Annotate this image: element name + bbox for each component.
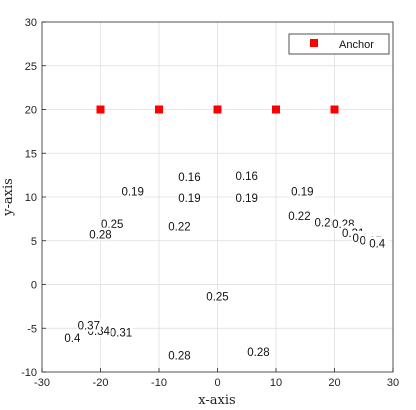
contour-label: 0.16 (178, 172, 200, 184)
contour-label-background (60, 330, 85, 344)
contour-label-background (365, 236, 390, 250)
y-tick-label: 5 (31, 236, 37, 248)
contour-labels: 0.16 0.160.190.19 0.190.190.220.220.250.25… (60, 168, 390, 362)
y-axis-label: y-axis (1, 178, 16, 217)
anchor-marker (155, 105, 163, 114)
contour-label-background (108, 325, 133, 339)
contour-label-background (246, 344, 271, 358)
contour-label: 0.19 (178, 193, 200, 205)
contour-label: 0.37 (78, 321, 100, 333)
anchor-markers (96, 105, 339, 114)
y-tick-label: 0 (31, 280, 37, 292)
contour-label-background (76, 318, 101, 332)
x-tick-label: -20 (93, 377, 109, 389)
axis-ticks: -30 -20 -10 0 10 20 30 -10 -5 0 5 10 15 20 25 30 (21, 17, 399, 389)
y-tick-label: 10 (25, 192, 37, 204)
anchor-marker (330, 105, 339, 114)
contour-label-background (234, 190, 259, 204)
y-tick-label: 20 (25, 105, 37, 117)
x-axis-label: x-axis (198, 393, 235, 408)
contour-label: 0.19 (236, 193, 258, 205)
x-tick-label: 10 (270, 377, 282, 389)
y-tick-label: 25 (25, 61, 37, 73)
x-tick-label: 30 (387, 377, 399, 389)
x-tick-label: -30 (34, 377, 50, 389)
contour-label-background (167, 219, 192, 233)
contour-label-background (290, 184, 315, 198)
contour-label: 0.25 (206, 292, 228, 304)
anchor-marker (213, 105, 222, 114)
contour-label-background (88, 227, 113, 241)
y-tick-label: 15 (25, 148, 37, 160)
x-tick-label: 20 (328, 377, 340, 389)
contour-label-background (177, 169, 202, 183)
anchor-marker (272, 105, 280, 114)
legend-anchor-label: Anchor (339, 39, 374, 51)
contour-label-background (177, 190, 202, 204)
contour-label-background (234, 168, 259, 182)
y-tick-label: 30 (25, 17, 37, 29)
legend: Anchor (288, 33, 390, 55)
contour-label: 0.22 (168, 222, 190, 234)
contour-label-background (120, 184, 145, 198)
contour-label: 0.4 (369, 238, 386, 250)
legend-anchor-marker (310, 39, 318, 47)
x-tick-label: -10 (151, 377, 167, 389)
x-tick-label: 0 (214, 377, 220, 389)
contour-label: 0.4 (64, 333, 81, 345)
contour-label: 0.19 (291, 187, 313, 199)
y-tick-label: -10 (21, 367, 37, 379)
contour-label: 0.28 (168, 350, 190, 362)
contour-label: 0.28 (89, 230, 111, 242)
contour-label: 0.16 (236, 171, 258, 183)
contour-label-background (205, 289, 230, 303)
contour-label-background (100, 217, 125, 230)
contour-label-background (287, 209, 312, 223)
contour-label: 0.19 (121, 187, 143, 199)
contour-label-background (167, 348, 192, 362)
anchor-marker (96, 105, 105, 114)
contour-label: 0.31 (110, 328, 132, 340)
y-tick-label: -5 (27, 323, 37, 335)
contour-label: 0.28 (247, 347, 269, 359)
contour-label: 0.22 (288, 211, 310, 223)
